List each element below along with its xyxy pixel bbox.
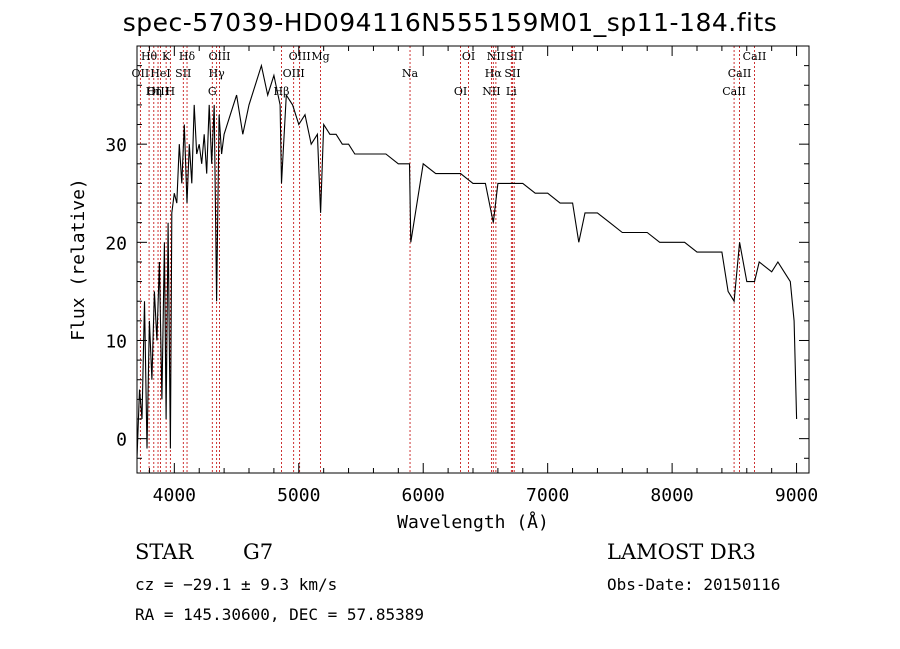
line-label: Hθ: [141, 50, 158, 63]
y-tick-label: 20: [105, 233, 127, 254]
x-tick-label: 8000: [650, 485, 693, 506]
line-label: OIII: [289, 50, 311, 63]
line-label: OIII: [208, 50, 230, 63]
line-label: Hα: [485, 67, 503, 80]
emission-line-markers: [139, 46, 755, 473]
object-class: STAR: [135, 540, 194, 564]
x-tick-label: 9000: [775, 485, 818, 506]
survey-name: LAMOST DR3: [607, 540, 756, 564]
emission-line-labels: HθOIIOIIIKHeIHηHδSIIHOIIIHγGOIIIOIIIHβMg…: [132, 50, 767, 98]
line-label: OIII: [147, 85, 169, 98]
line-label: OI: [462, 50, 475, 63]
axis-ticks: 4000 5000 6000 7000 8000 9000 0 10 20 30: [105, 46, 818, 506]
line-label: K: [162, 50, 171, 63]
line-label: H: [166, 85, 176, 98]
x-tick-label: 5000: [277, 485, 320, 506]
line-label: OII: [132, 67, 150, 80]
line-label: HeI: [150, 67, 170, 80]
y-tick-label: 0: [116, 430, 127, 451]
x-tick-label: 4000: [153, 485, 196, 506]
line-label: CaII: [728, 67, 752, 80]
line-label: NII: [482, 85, 500, 98]
chart-title: spec-57039-HD094116N555159M01_sp11-184.f…: [122, 8, 778, 37]
line-label: Hδ: [179, 50, 196, 63]
observation-date: Obs-Date: 20150116: [607, 575, 781, 594]
line-label: OIII: [283, 67, 305, 80]
line-label: Hη: [146, 85, 162, 98]
redshift-velocity: cz = −29.1 ± 9.3 km/s: [135, 575, 338, 594]
line-label: Mg: [311, 50, 329, 63]
line-label: CaII: [743, 50, 767, 63]
spectrum-line: [136, 63, 798, 459]
line-label: SII: [175, 67, 191, 80]
line-label: Na: [402, 67, 419, 80]
line-label: CaII: [722, 85, 746, 98]
x-tick-label: 7000: [526, 485, 569, 506]
line-label: G: [208, 85, 217, 98]
x-tick-label: 6000: [402, 485, 445, 506]
line-label: SII: [504, 67, 520, 80]
line-label: Hγ: [209, 67, 226, 80]
line-label: NII: [487, 50, 505, 63]
line-label: Li: [506, 85, 517, 98]
y-tick-label: 10: [105, 331, 127, 352]
line-label: SII: [506, 50, 522, 63]
coordinates: RA = 145.30600, DEC = 57.85389: [135, 605, 424, 624]
x-axis-label: Wavelength (Å): [397, 511, 549, 533]
y-tick-label: 30: [105, 135, 127, 156]
plot-frame: [136, 45, 810, 474]
y-axis-label: Flux (relative): [68, 178, 89, 341]
object-subclass: G7: [243, 540, 274, 564]
line-label: OI: [454, 85, 467, 98]
